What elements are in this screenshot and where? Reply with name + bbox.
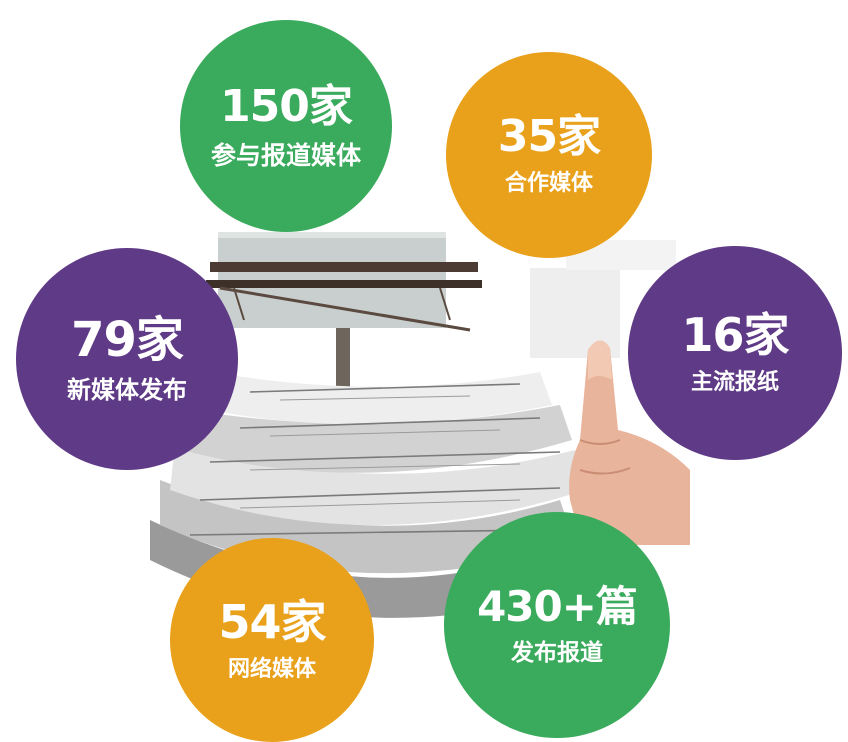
stat-label: 合作媒体 bbox=[504, 171, 593, 196]
stat-label: 参与报道媒体 bbox=[210, 140, 361, 170]
billboard-icon bbox=[206, 232, 482, 392]
stat-label: 新媒体发布 bbox=[67, 376, 187, 404]
stat-label: 发布报道 bbox=[511, 639, 603, 666]
stat-bubble-reports: 430+篇 发布报道 bbox=[444, 512, 670, 738]
stat-bubble-online-media: 54家 网络媒体 bbox=[170, 538, 374, 742]
stat-value: 35家 bbox=[497, 111, 601, 162]
stat-value: 54家 bbox=[218, 595, 326, 649]
stat-value: 430+篇 bbox=[477, 581, 638, 631]
pointing-hand-icon bbox=[569, 340, 690, 545]
stat-value: 79家 bbox=[71, 312, 184, 368]
stat-bubble-new-media: 79家 新媒体发布 bbox=[16, 248, 238, 470]
stat-bubble-partner-media: 35家 合作媒体 bbox=[446, 52, 652, 258]
stat-bubble-total-media: 150家 参与报道媒体 bbox=[180, 20, 392, 232]
stat-bubble-newspapers: 16家 主流报纸 bbox=[628, 246, 842, 460]
stat-value: 16家 bbox=[681, 308, 789, 362]
stat-label: 网络媒体 bbox=[227, 657, 316, 682]
stat-label: 主流报纸 bbox=[690, 370, 779, 395]
stat-value: 150家 bbox=[220, 80, 353, 132]
